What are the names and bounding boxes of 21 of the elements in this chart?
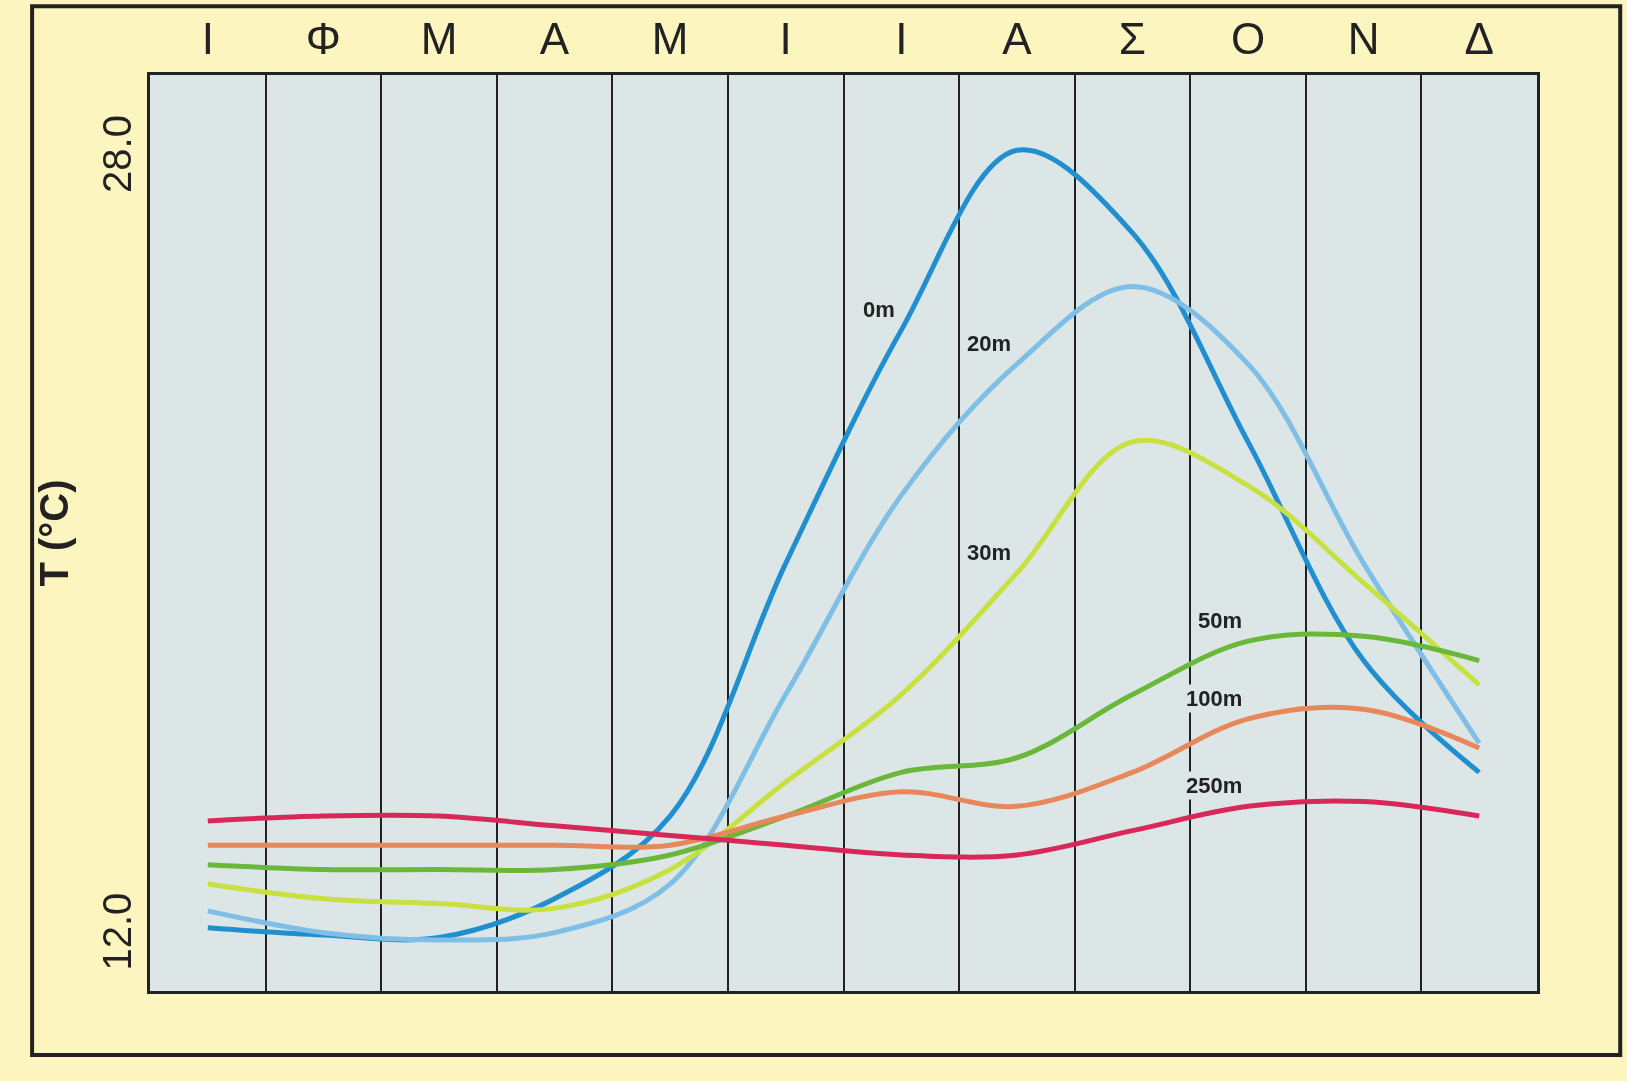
y-tick-label: 12.0 xyxy=(95,892,139,971)
y-axis-title: T (°C) xyxy=(31,479,76,587)
series-label: 0m xyxy=(863,297,895,322)
series-label: 100m xyxy=(1186,686,1243,711)
x-tick-label: Ι xyxy=(779,14,792,64)
x-tick-label: Ι xyxy=(201,14,214,64)
x-tick-label: Σ xyxy=(1118,14,1147,64)
x-tick-label: Α xyxy=(539,14,570,64)
y-tick-label: 28.0 xyxy=(95,115,139,193)
x-tick-label: Δ xyxy=(1464,14,1494,64)
x-tick-label: Ν xyxy=(1347,14,1380,64)
series-label: 20m xyxy=(967,331,1012,356)
x-tick-label: Ι xyxy=(895,14,908,64)
x-tick-label: Α xyxy=(1002,14,1033,64)
x-tick-label: Ο xyxy=(1230,14,1266,64)
series-label: 250m xyxy=(1186,773,1243,798)
series-label: 50m xyxy=(1198,608,1243,633)
x-tick-label: Φ xyxy=(305,14,341,64)
x-tick-label: Μ xyxy=(420,14,458,64)
series-label: 30m xyxy=(967,540,1012,565)
x-tick-label: Μ xyxy=(651,14,689,64)
